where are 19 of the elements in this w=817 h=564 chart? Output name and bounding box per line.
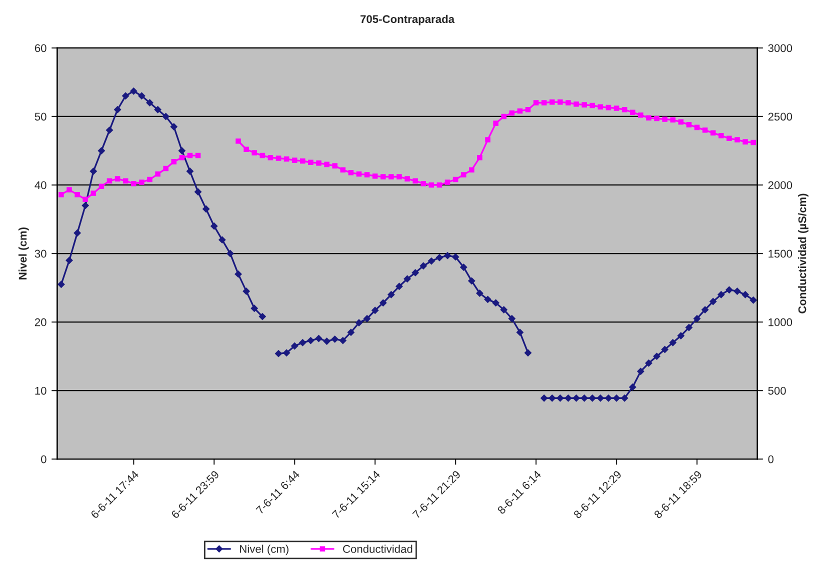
y-tick-label: 40 [34,181,46,190]
chart-title: 705-Contraparada [360,14,455,26]
y-tick-label: 20 [34,318,46,326]
y2-axis-title: Conductividad (µS/cm) [798,194,808,314]
y-tick-label: 30 [34,250,46,258]
legend-label: Conductividad [343,544,412,553]
y2-tick-label: 3000 [768,44,792,52]
y2-tick-label: 500 [768,386,786,395]
y-tick-label: 0 [41,455,46,464]
y-tick-label: 10 [35,386,46,395]
y-tick-label: 60 [34,44,46,52]
y-axis-title: Nivel (cm) [18,228,29,280]
y2-tick-label: 1500 [768,250,792,258]
y2-tick-label: 0 [768,455,774,464]
y2-tick-label: 2500 [768,112,792,121]
y2-tick-label: 2000 [768,181,792,190]
legend-label: Nivel (cm) [240,544,288,556]
y2-tick-label: 1000 [768,318,792,326]
y-tick-label: 50 [34,112,46,121]
